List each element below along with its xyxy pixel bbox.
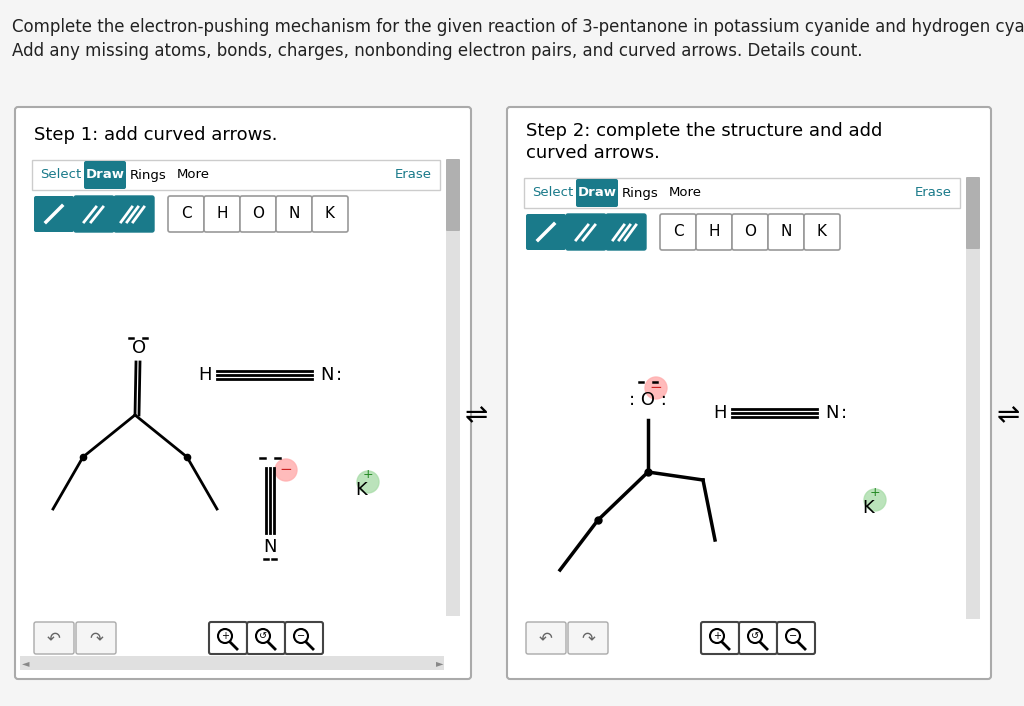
Text: Select: Select bbox=[532, 186, 573, 200]
Text: : O :: : O : bbox=[629, 391, 667, 409]
Text: More: More bbox=[177, 169, 210, 181]
Text: curved arrows.: curved arrows. bbox=[526, 144, 659, 162]
FancyBboxPatch shape bbox=[74, 196, 114, 232]
Text: C: C bbox=[673, 225, 683, 239]
FancyBboxPatch shape bbox=[804, 214, 840, 250]
Text: −: − bbox=[788, 631, 797, 641]
FancyBboxPatch shape bbox=[777, 622, 815, 654]
FancyBboxPatch shape bbox=[312, 196, 348, 232]
FancyBboxPatch shape bbox=[114, 196, 154, 232]
FancyBboxPatch shape bbox=[696, 214, 732, 250]
FancyBboxPatch shape bbox=[15, 107, 471, 679]
FancyBboxPatch shape bbox=[526, 622, 566, 654]
FancyBboxPatch shape bbox=[526, 214, 566, 250]
Text: O: O bbox=[252, 206, 264, 222]
Text: +: + bbox=[713, 631, 721, 641]
Circle shape bbox=[645, 377, 667, 399]
Circle shape bbox=[864, 489, 886, 511]
FancyBboxPatch shape bbox=[285, 622, 323, 654]
FancyBboxPatch shape bbox=[204, 196, 240, 232]
Text: Rings: Rings bbox=[622, 186, 658, 200]
Text: O: O bbox=[744, 225, 756, 239]
Text: ↷: ↷ bbox=[581, 629, 595, 647]
Text: Draw: Draw bbox=[578, 186, 616, 200]
FancyBboxPatch shape bbox=[76, 622, 116, 654]
FancyBboxPatch shape bbox=[84, 161, 126, 189]
Text: ⇌: ⇌ bbox=[996, 401, 1020, 429]
FancyBboxPatch shape bbox=[575, 179, 618, 207]
Text: ↶: ↶ bbox=[47, 629, 61, 647]
Text: N: N bbox=[263, 538, 276, 556]
Text: H: H bbox=[199, 366, 212, 384]
Text: +: + bbox=[221, 631, 229, 641]
FancyBboxPatch shape bbox=[507, 107, 991, 679]
Text: Select: Select bbox=[40, 169, 81, 181]
Text: ↶: ↶ bbox=[539, 629, 553, 647]
Text: H: H bbox=[216, 206, 227, 222]
Text: Step 2: complete the structure and add: Step 2: complete the structure and add bbox=[526, 122, 883, 140]
Text: Erase: Erase bbox=[395, 169, 432, 181]
Text: ⇌: ⇌ bbox=[464, 401, 487, 429]
Text: Draw: Draw bbox=[85, 169, 125, 181]
Text: ↺: ↺ bbox=[259, 631, 267, 641]
Text: Complete the electron-pushing mechanism for the given reaction of 3-pentanone in: Complete the electron-pushing mechanism … bbox=[12, 18, 1024, 36]
Text: N: N bbox=[289, 206, 300, 222]
Text: K: K bbox=[817, 225, 827, 239]
Text: K: K bbox=[325, 206, 335, 222]
FancyBboxPatch shape bbox=[446, 160, 460, 616]
FancyBboxPatch shape bbox=[32, 160, 440, 190]
Circle shape bbox=[275, 459, 297, 481]
FancyBboxPatch shape bbox=[660, 214, 696, 250]
Text: :: : bbox=[841, 404, 847, 422]
Text: −: − bbox=[649, 381, 663, 395]
FancyBboxPatch shape bbox=[739, 622, 777, 654]
Text: H: H bbox=[714, 404, 727, 422]
Text: Add any missing atoms, bonds, charges, nonbonding electron pairs, and curved arr: Add any missing atoms, bonds, charges, n… bbox=[12, 42, 862, 60]
FancyBboxPatch shape bbox=[209, 622, 247, 654]
Text: H: H bbox=[709, 225, 720, 239]
Text: More: More bbox=[669, 186, 702, 200]
FancyBboxPatch shape bbox=[568, 622, 608, 654]
Text: −: − bbox=[297, 631, 305, 641]
Text: +: + bbox=[869, 486, 881, 500]
FancyBboxPatch shape bbox=[168, 196, 204, 232]
FancyBboxPatch shape bbox=[247, 622, 285, 654]
Text: N: N bbox=[319, 366, 334, 384]
FancyBboxPatch shape bbox=[606, 214, 646, 250]
Text: Erase: Erase bbox=[915, 186, 952, 200]
Circle shape bbox=[357, 471, 379, 493]
FancyBboxPatch shape bbox=[768, 214, 804, 250]
FancyBboxPatch shape bbox=[446, 159, 460, 231]
Text: N: N bbox=[825, 404, 839, 422]
FancyBboxPatch shape bbox=[34, 196, 74, 232]
Text: ↷: ↷ bbox=[89, 629, 103, 647]
Text: ◄: ◄ bbox=[23, 658, 30, 668]
Text: −: − bbox=[280, 462, 293, 477]
FancyBboxPatch shape bbox=[732, 214, 768, 250]
Text: C: C bbox=[180, 206, 191, 222]
FancyBboxPatch shape bbox=[276, 196, 312, 232]
Text: N: N bbox=[780, 225, 792, 239]
FancyBboxPatch shape bbox=[701, 622, 739, 654]
Text: O: O bbox=[132, 339, 146, 357]
FancyBboxPatch shape bbox=[966, 178, 980, 619]
FancyBboxPatch shape bbox=[20, 656, 444, 670]
FancyBboxPatch shape bbox=[34, 622, 74, 654]
FancyBboxPatch shape bbox=[566, 214, 606, 250]
Text: :: : bbox=[336, 366, 342, 384]
Text: ↺: ↺ bbox=[751, 631, 759, 641]
Text: ►: ► bbox=[436, 658, 443, 668]
FancyBboxPatch shape bbox=[524, 178, 961, 208]
FancyBboxPatch shape bbox=[240, 196, 276, 232]
Text: Rings: Rings bbox=[130, 169, 167, 181]
Text: Step 1: add curved arrows.: Step 1: add curved arrows. bbox=[34, 126, 278, 144]
Text: K: K bbox=[355, 481, 367, 499]
Text: +: + bbox=[362, 469, 374, 481]
FancyBboxPatch shape bbox=[966, 177, 980, 249]
Text: K: K bbox=[862, 499, 873, 517]
